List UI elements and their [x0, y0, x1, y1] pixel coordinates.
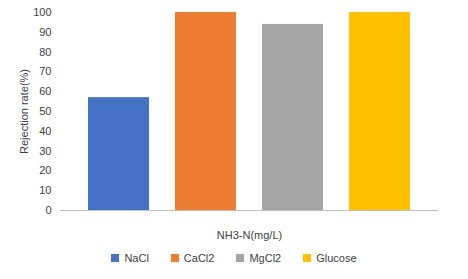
svg-text:70: 70 [39, 65, 51, 77]
html-text:MgCl2: MgCl2 [249, 252, 282, 264]
svg-text:40: 40 [39, 125, 51, 137]
svg-text:NH3-N(mg/L): NH3-N(mg/L) [217, 229, 282, 241]
svg-text:50: 50 [39, 105, 51, 117]
svg-text:20: 20 [39, 164, 51, 176]
svg-text:80: 80 [39, 46, 51, 58]
svg-text:30: 30 [39, 145, 51, 157]
html-text:CaCl2: CaCl2 [183, 252, 215, 264]
svg-text:90: 90 [39, 26, 51, 38]
svg-text:60: 60 [39, 85, 51, 97]
html-text:NaCl: NaCl [124, 252, 149, 264]
svg-text:100: 100 [33, 6, 51, 18]
svg-text:10: 10 [39, 184, 51, 196]
svg-text:Rejection rate(%): Rejection rate(%) [18, 69, 30, 154]
svg-text:0: 0 [45, 204, 51, 216]
html-text:Glucose: Glucose [316, 252, 357, 264]
